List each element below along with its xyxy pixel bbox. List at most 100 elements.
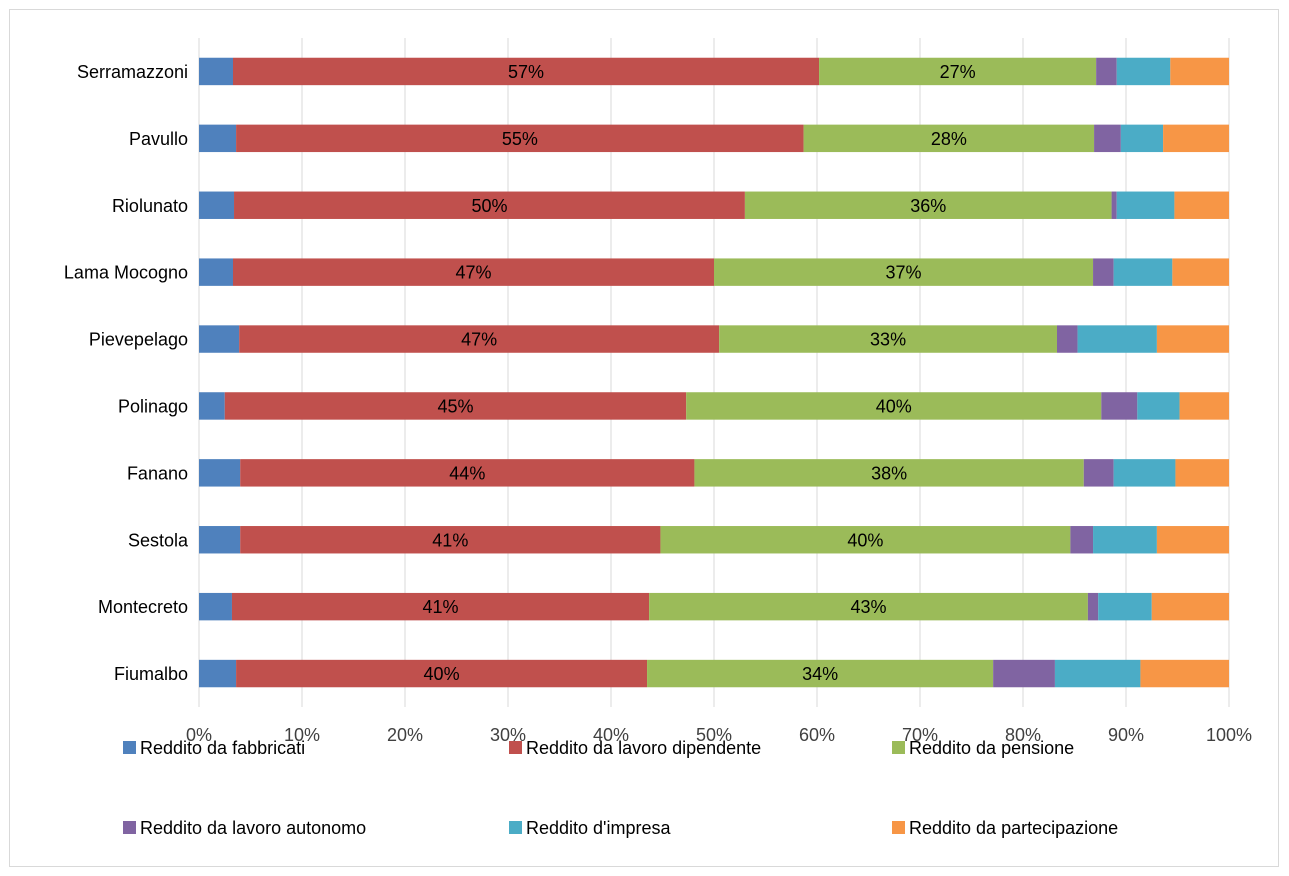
legend-label: Reddito da lavoro autonomo [140, 818, 366, 838]
stacked-bar-chart: 57% 27% 55% 28% 50% 36% 47% 37% 47% 33% 45% 40% 44% 3… [64, 38, 1252, 838]
bar-segment-reddito-da-lavoro-dipendente [234, 191, 745, 219]
x-tick-label: 100% [1206, 725, 1252, 745]
category-label: Polinago [118, 396, 188, 416]
bar-segment-reddito-da-lavoro-autonomo [1083, 459, 1114, 487]
bar-segment-reddito-da-fabbricati [199, 124, 237, 153]
data-label: 41% [423, 597, 459, 617]
bar-segment-reddito-d-impresa [1098, 592, 1152, 621]
bar-segment-reddito-da-fabbricati [199, 258, 233, 286]
bar-segment-reddito-da-partecipazione [1172, 258, 1229, 286]
bar-segment-reddito-da-lavoro-autonomo [993, 659, 1055, 688]
bar-segment-reddito-da-fabbricati [199, 659, 237, 688]
data-label: 57% [508, 62, 544, 82]
bar-segment-reddito-da-pensione [714, 258, 1094, 286]
bar-segment-reddito-da-lavoro-dipendente [232, 57, 820, 86]
legend-item: Reddito da lavoro dipendente [509, 738, 761, 758]
data-label: 40% [424, 664, 460, 684]
bar-segment-reddito-da-fabbricati [199, 459, 241, 487]
legend-item: Reddito d'impresa [509, 818, 671, 838]
bar-segment-reddito-da-lavoro-autonomo [1096, 57, 1117, 86]
data-labels: 57% 27% 55% 28% 50% 36% 47% 37% 47% 33% 45% 40% 44% 3… [423, 62, 976, 684]
bar-segment-reddito-da-partecipazione [1151, 592, 1229, 621]
legend-swatch [892, 821, 905, 834]
bar-segment-reddito-da-pensione [744, 191, 1112, 219]
data-label: 44% [449, 463, 485, 483]
bar-segment-reddito-da-partecipazione [1174, 191, 1229, 219]
legend: Reddito da fabbricati Reddito da lavoro d… [123, 738, 1118, 838]
data-label: 43% [850, 597, 886, 617]
bar-segment-reddito-da-pensione [686, 392, 1102, 420]
x-tick-label: 10% [284, 725, 320, 745]
bar-segment-reddito-da-fabbricati [199, 392, 225, 420]
data-label: 55% [502, 129, 538, 149]
data-label: 34% [802, 664, 838, 684]
x-tick-label: 0% [186, 725, 212, 745]
data-label: 33% [870, 330, 906, 350]
bar-segment-reddito-da-fabbricati [199, 592, 232, 621]
bar-segment-reddito-da-lavoro-dipendente [232, 258, 715, 286]
bar-segment-reddito-da-lavoro-dipendente [240, 526, 661, 554]
category-label: Riolunato [112, 196, 188, 216]
category-label: Sestola [128, 530, 189, 550]
bar-segment-reddito-da-fabbricati [199, 325, 240, 353]
data-label: 40% [876, 396, 912, 416]
bar-segment-reddito-da-partecipazione [1170, 57, 1229, 86]
value-axis: 0% 10% 20% 30% 40% 50% 60% 70% 80% 90% 100% [186, 725, 1252, 745]
bar-segment-reddito-da-lavoro-dipendente [231, 592, 650, 621]
bar-segment-reddito-da-lavoro-autonomo [1056, 325, 1078, 353]
bar-segment-reddito-da-fabbricati [199, 191, 235, 219]
legend-label: Reddito d'impresa [526, 818, 671, 838]
legend-item: Reddito da partecipazione [892, 818, 1118, 838]
bar-segment-reddito-d-impresa [1116, 191, 1175, 219]
bar-segment-reddito-d-impresa [1054, 659, 1141, 688]
x-tick-label: 60% [799, 725, 835, 745]
legend-swatch [123, 741, 136, 754]
bar-segment-reddito-da-partecipazione [1156, 526, 1229, 554]
category-label: Pavullo [129, 129, 188, 149]
bar-segment-reddito-da-lavoro-autonomo [1093, 258, 1114, 286]
legend-label: Reddito da partecipazione [909, 818, 1118, 838]
bar-segment-reddito-da-lavoro-autonomo [1094, 124, 1121, 153]
bar-segment-reddito-d-impresa [1120, 124, 1164, 153]
bar-segment-reddito-d-impresa [1113, 258, 1173, 286]
bar-segment-reddito-da-partecipazione [1163, 124, 1229, 153]
data-label: 38% [871, 463, 907, 483]
bar-segment-reddito-da-pensione [819, 57, 1097, 86]
bar-segment-reddito-da-pensione [694, 459, 1084, 487]
bar-segment-reddito-da-lavoro-dipendente [240, 459, 695, 487]
legend-item: Reddito da pensione [892, 738, 1074, 758]
bar-segment-reddito-da-partecipazione [1179, 392, 1229, 420]
bar-segment-reddito-d-impresa [1137, 392, 1180, 420]
bar-segment-reddito-da-lavoro-autonomo [1101, 392, 1138, 420]
legend-item: Reddito da fabbricati [123, 738, 305, 758]
category-axis: Serramazzoni Pavullo Riolunato Lama Mocogno… [64, 62, 189, 684]
bar-segment-reddito-da-pensione [803, 124, 1095, 153]
data-label: 37% [886, 263, 922, 283]
x-tick-label: 80% [1005, 725, 1041, 745]
data-label: 28% [931, 129, 967, 149]
bar-segment-reddito-da-lavoro-dipendente [236, 124, 804, 153]
legend-swatch [509, 821, 522, 834]
bar-segment-reddito-da-pensione [647, 659, 994, 688]
x-tick-label: 30% [490, 725, 526, 745]
legend-item: Reddito da lavoro autonomo [123, 818, 366, 838]
bar-segment-reddito-da-lavoro-autonomo [1087, 592, 1099, 621]
bar-segment-reddito-da-pensione [719, 325, 1057, 353]
data-label: 47% [461, 330, 497, 350]
bar-segment-reddito-da-fabbricati [199, 526, 241, 554]
legend-label: Reddito da pensione [909, 738, 1074, 758]
bar-segment-reddito-da-lavoro-dipendente [239, 325, 720, 353]
legend-swatch [509, 741, 522, 754]
data-label: 36% [910, 196, 946, 216]
bar-segment-reddito-da-pensione [660, 526, 1071, 554]
legend-swatch [892, 741, 905, 754]
category-label: Serramazzoni [77, 62, 188, 82]
bar-segment-reddito-da-lavoro-autonomo [1070, 526, 1094, 554]
category-label: Fiumalbo [114, 664, 188, 684]
bar-segment-reddito-da-pensione [649, 592, 1088, 621]
x-tick-label: 40% [593, 725, 629, 745]
bar-segment-reddito-d-impresa [1093, 526, 1157, 554]
bar-segment-reddito-d-impresa [1116, 57, 1171, 86]
bar-segment-reddito-da-partecipazione [1140, 659, 1229, 688]
x-tick-label: 50% [696, 725, 732, 745]
